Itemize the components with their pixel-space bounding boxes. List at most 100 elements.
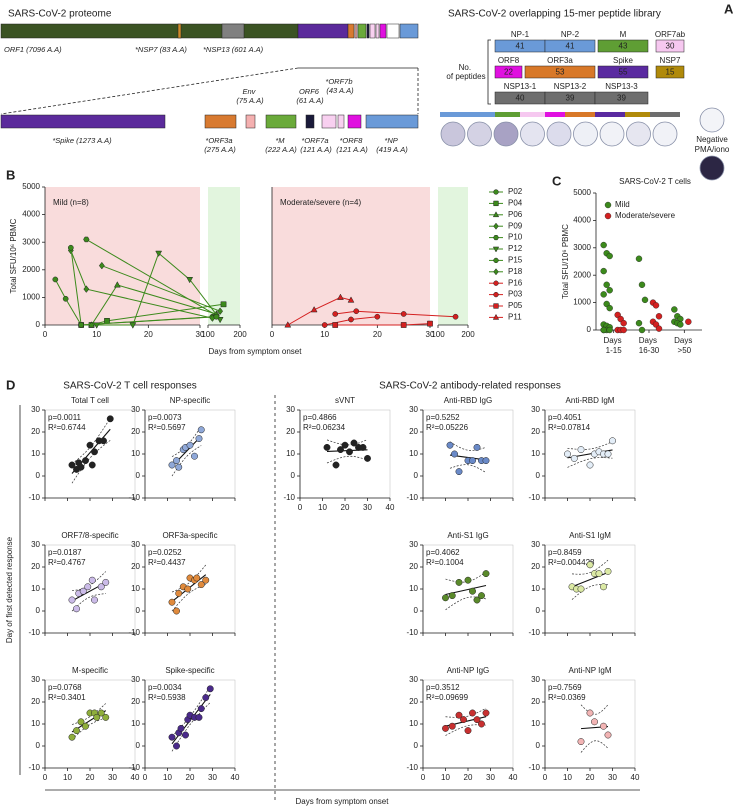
- y-tick-label: 0: [36, 471, 41, 480]
- point: [184, 585, 192, 593]
- y-tick-label: 20: [531, 562, 540, 571]
- y-tick-label: 30: [531, 675, 540, 684]
- marker: [129, 322, 137, 329]
- annotation: R²=0.09699: [426, 693, 469, 702]
- annotation: R²=0.4437: [148, 558, 186, 567]
- point: [564, 450, 571, 458]
- point: [173, 457, 180, 465]
- x-tick-label: 10: [320, 330, 329, 339]
- plate-strip: [440, 112, 680, 117]
- point: [91, 596, 98, 604]
- y-tick-label: 0: [587, 325, 592, 334]
- text-line: (43 A.A): [326, 86, 354, 95]
- point: [655, 325, 663, 332]
- panel-label: D: [6, 377, 15, 392]
- point: [193, 574, 201, 582]
- point: [482, 570, 490, 578]
- annotation: p=0.0187: [48, 548, 82, 557]
- legend-label: P03: [508, 290, 523, 299]
- marker: [353, 308, 360, 315]
- pool-name: Spike: [613, 56, 634, 65]
- point: [106, 415, 114, 423]
- chart-title: ORF7/8-specific: [61, 531, 118, 540]
- y-tick-label: 1000: [573, 298, 591, 307]
- point: [102, 713, 110, 721]
- point: [586, 461, 594, 469]
- point: [638, 281, 646, 288]
- legend-label: P09: [508, 221, 523, 230]
- pool-name: M: [620, 30, 627, 39]
- y-tick-label: 30: [31, 540, 40, 549]
- y-tick-label: 10: [131, 584, 140, 593]
- y-axis-label: Total SFU/10⁶ PBMC: [561, 224, 570, 299]
- pool-box: [494, 65, 523, 79]
- pool-count: 53: [556, 68, 565, 77]
- y-tick-label: -10: [528, 493, 540, 502]
- x-tick-label: 10: [63, 773, 72, 782]
- text-line: (61 A.A): [296, 96, 324, 105]
- y-tick-label: 0: [36, 741, 41, 750]
- y-tick-label: 1000: [22, 293, 40, 302]
- y-tick-label: 3000: [573, 243, 591, 252]
- y-tick-label: -10: [283, 493, 295, 502]
- y-tick-label: 0: [414, 471, 419, 480]
- confidence-band: [567, 457, 613, 468]
- annotation: p=0.4062: [426, 548, 460, 557]
- legend-label: P18: [508, 267, 523, 276]
- series-line: [287, 296, 352, 326]
- marker: [155, 250, 163, 258]
- panel-label: A: [724, 1, 734, 16]
- marker: [104, 318, 110, 324]
- gene-label: *Spike (1273 A.A): [52, 136, 112, 145]
- point: [337, 446, 344, 454]
- y-tick-label: 20: [131, 427, 140, 436]
- point: [195, 435, 203, 443]
- point: [442, 724, 449, 732]
- point: [332, 461, 340, 469]
- chart-title: Anti-NP IgG: [447, 666, 490, 675]
- pool-count: 40: [516, 94, 525, 103]
- point: [206, 685, 214, 693]
- text-line: (275 A.A): [204, 145, 236, 154]
- marker: [493, 268, 499, 276]
- pool-count: 30: [666, 42, 675, 51]
- confidence-band: [171, 564, 207, 593]
- point: [175, 589, 183, 597]
- legend-label: Moderate/severe: [615, 211, 676, 220]
- x-tick-label: 30: [363, 503, 372, 512]
- x-tick-label: 0: [543, 773, 548, 782]
- point: [638, 326, 646, 334]
- marker: [493, 280, 499, 286]
- x-tick-label: 30: [208, 773, 217, 782]
- y-tick-label: -10: [28, 493, 40, 502]
- y-tick-label: 30: [131, 405, 140, 414]
- marker: [52, 276, 59, 283]
- y-tick-label: 0: [536, 741, 541, 750]
- point: [97, 583, 105, 591]
- gene-label: ORF1 (7096 A.A): [4, 45, 62, 54]
- point: [446, 441, 454, 449]
- point: [600, 291, 607, 298]
- y-tick-label: 10: [531, 719, 540, 728]
- annotation: p=0.0034: [148, 683, 182, 692]
- marker: [400, 322, 407, 328]
- annotation: R²=0.004428: [548, 558, 595, 567]
- point: [478, 592, 485, 600]
- y-tick-label: -10: [128, 493, 140, 502]
- chart-title: Spike-specific: [165, 666, 214, 675]
- point: [600, 722, 607, 730]
- text-line: (222 A.A): [265, 145, 297, 154]
- y-tick-label: -10: [128, 763, 140, 772]
- pool-name: NSP13-1: [504, 82, 537, 91]
- x-tick-label: 20: [373, 330, 382, 339]
- y-tick-label: 20: [409, 427, 418, 436]
- point: [577, 585, 585, 593]
- panel-label: B: [6, 167, 15, 182]
- point: [100, 437, 107, 445]
- marker: [213, 313, 220, 320]
- well-label: Negative: [696, 135, 728, 144]
- marker: [113, 281, 121, 288]
